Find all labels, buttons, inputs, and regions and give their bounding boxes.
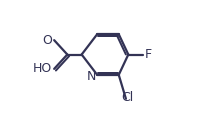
- Text: O: O: [42, 34, 52, 47]
- Text: HO: HO: [33, 62, 52, 75]
- Text: F: F: [145, 48, 152, 61]
- Text: N: N: [87, 70, 97, 83]
- Text: Cl: Cl: [122, 91, 134, 104]
